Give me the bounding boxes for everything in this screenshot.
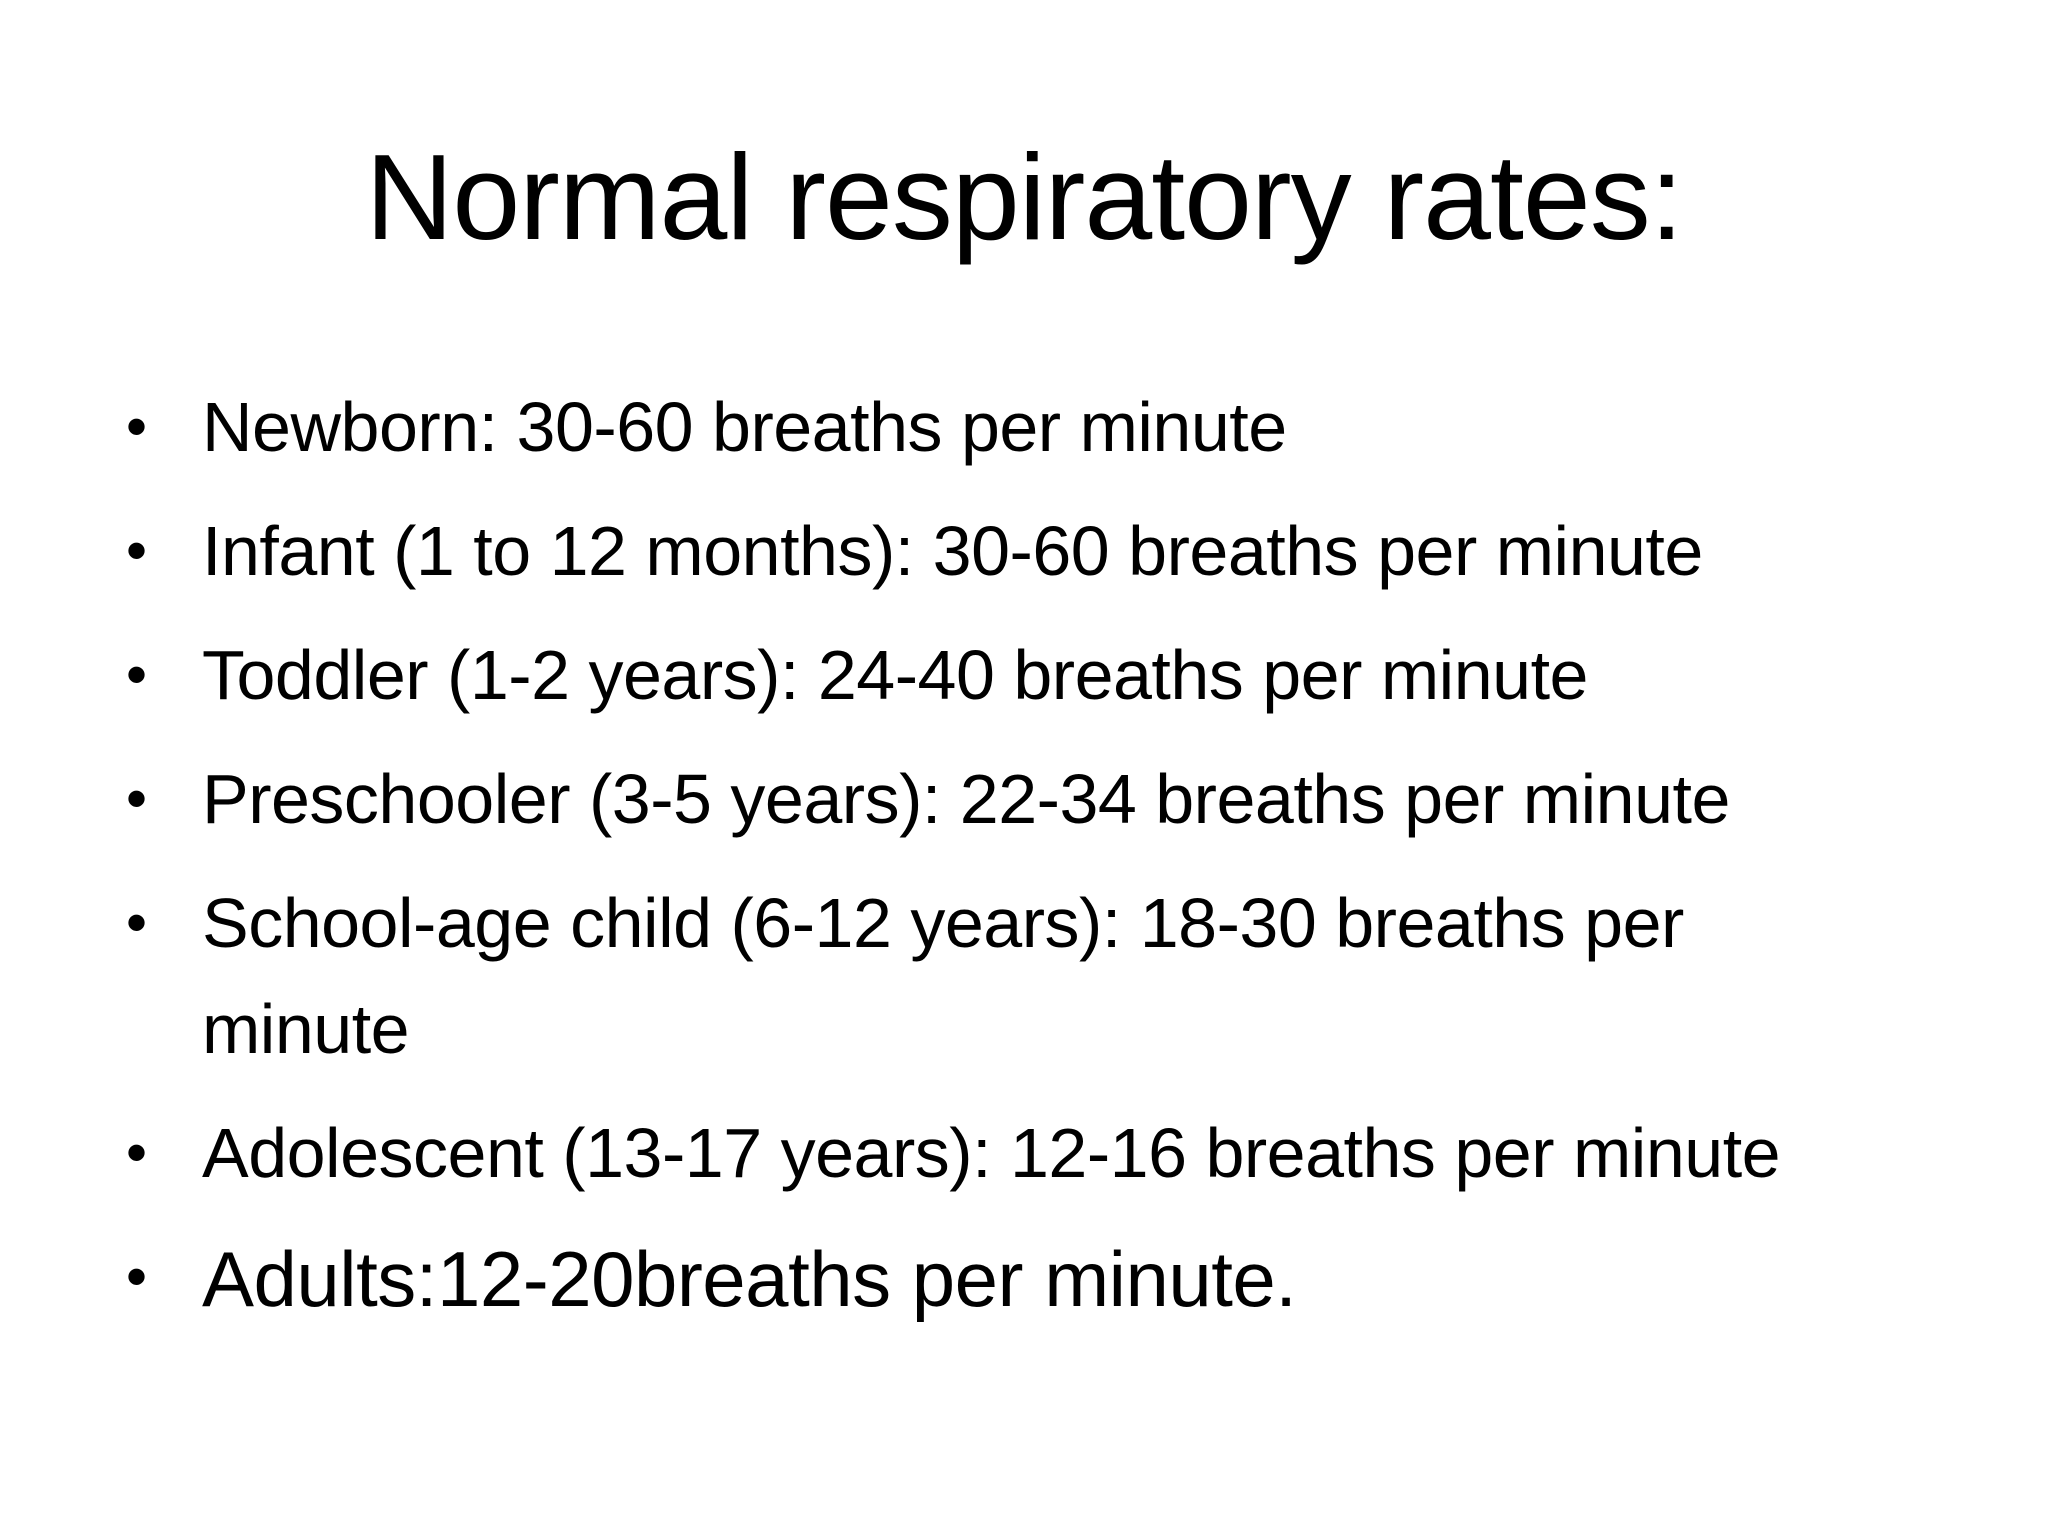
bullet-icon: •	[126, 889, 147, 956]
bullet-icon: •	[126, 517, 147, 584]
list-item-text: Adults:12-20breaths per minute.	[202, 1235, 1297, 1323]
bullet-icon: •	[126, 393, 147, 460]
bullet-icon: •	[126, 641, 147, 708]
list-item-adults: • Adults:12-20breaths per minute.	[126, 1224, 1926, 1334]
list-item-text: Adolescent (13-17 years): 12-16 breaths …	[202, 1114, 1781, 1192]
list-item-school-age: • School-age child (6-12 years): 18-30 b…	[126, 870, 1882, 1082]
list-item-preschooler: • Preschooler (3-5 years): 22-34 breaths…	[126, 746, 1926, 852]
bullet-icon: •	[126, 1243, 147, 1310]
list-item-adolescent: • Adolescent (13-17 years): 12-16 breath…	[126, 1100, 1926, 1206]
list-item-text: Preschooler (3-5 years): 22-34 breaths p…	[202, 760, 1730, 838]
list-item-text: Infant (1 to 12 months): 30-60 breaths p…	[202, 512, 1703, 590]
bullet-icon: •	[126, 765, 147, 832]
list-item-text: School-age child (6-12 years): 18-30 bre…	[202, 884, 1684, 1068]
list-item-toddler: • Toddler (1-2 years): 24-40 breaths per…	[126, 622, 1926, 728]
bullet-icon: •	[126, 1119, 147, 1186]
list-item-text: Toddler (1-2 years): 24-40 breaths per m…	[202, 636, 1588, 714]
slide-title: Normal respiratory rates:	[365, 129, 1683, 265]
list-item-infant: • Infant (1 to 12 months): 30-60 breaths…	[126, 498, 1926, 604]
list-item-newborn: • Newborn: 30-60 breaths per minute	[126, 374, 1926, 480]
bullet-list: • Newborn: 30-60 breaths per minute • In…	[126, 374, 1926, 1352]
list-item-text: Newborn: 30-60 breaths per minute	[202, 388, 1287, 466]
